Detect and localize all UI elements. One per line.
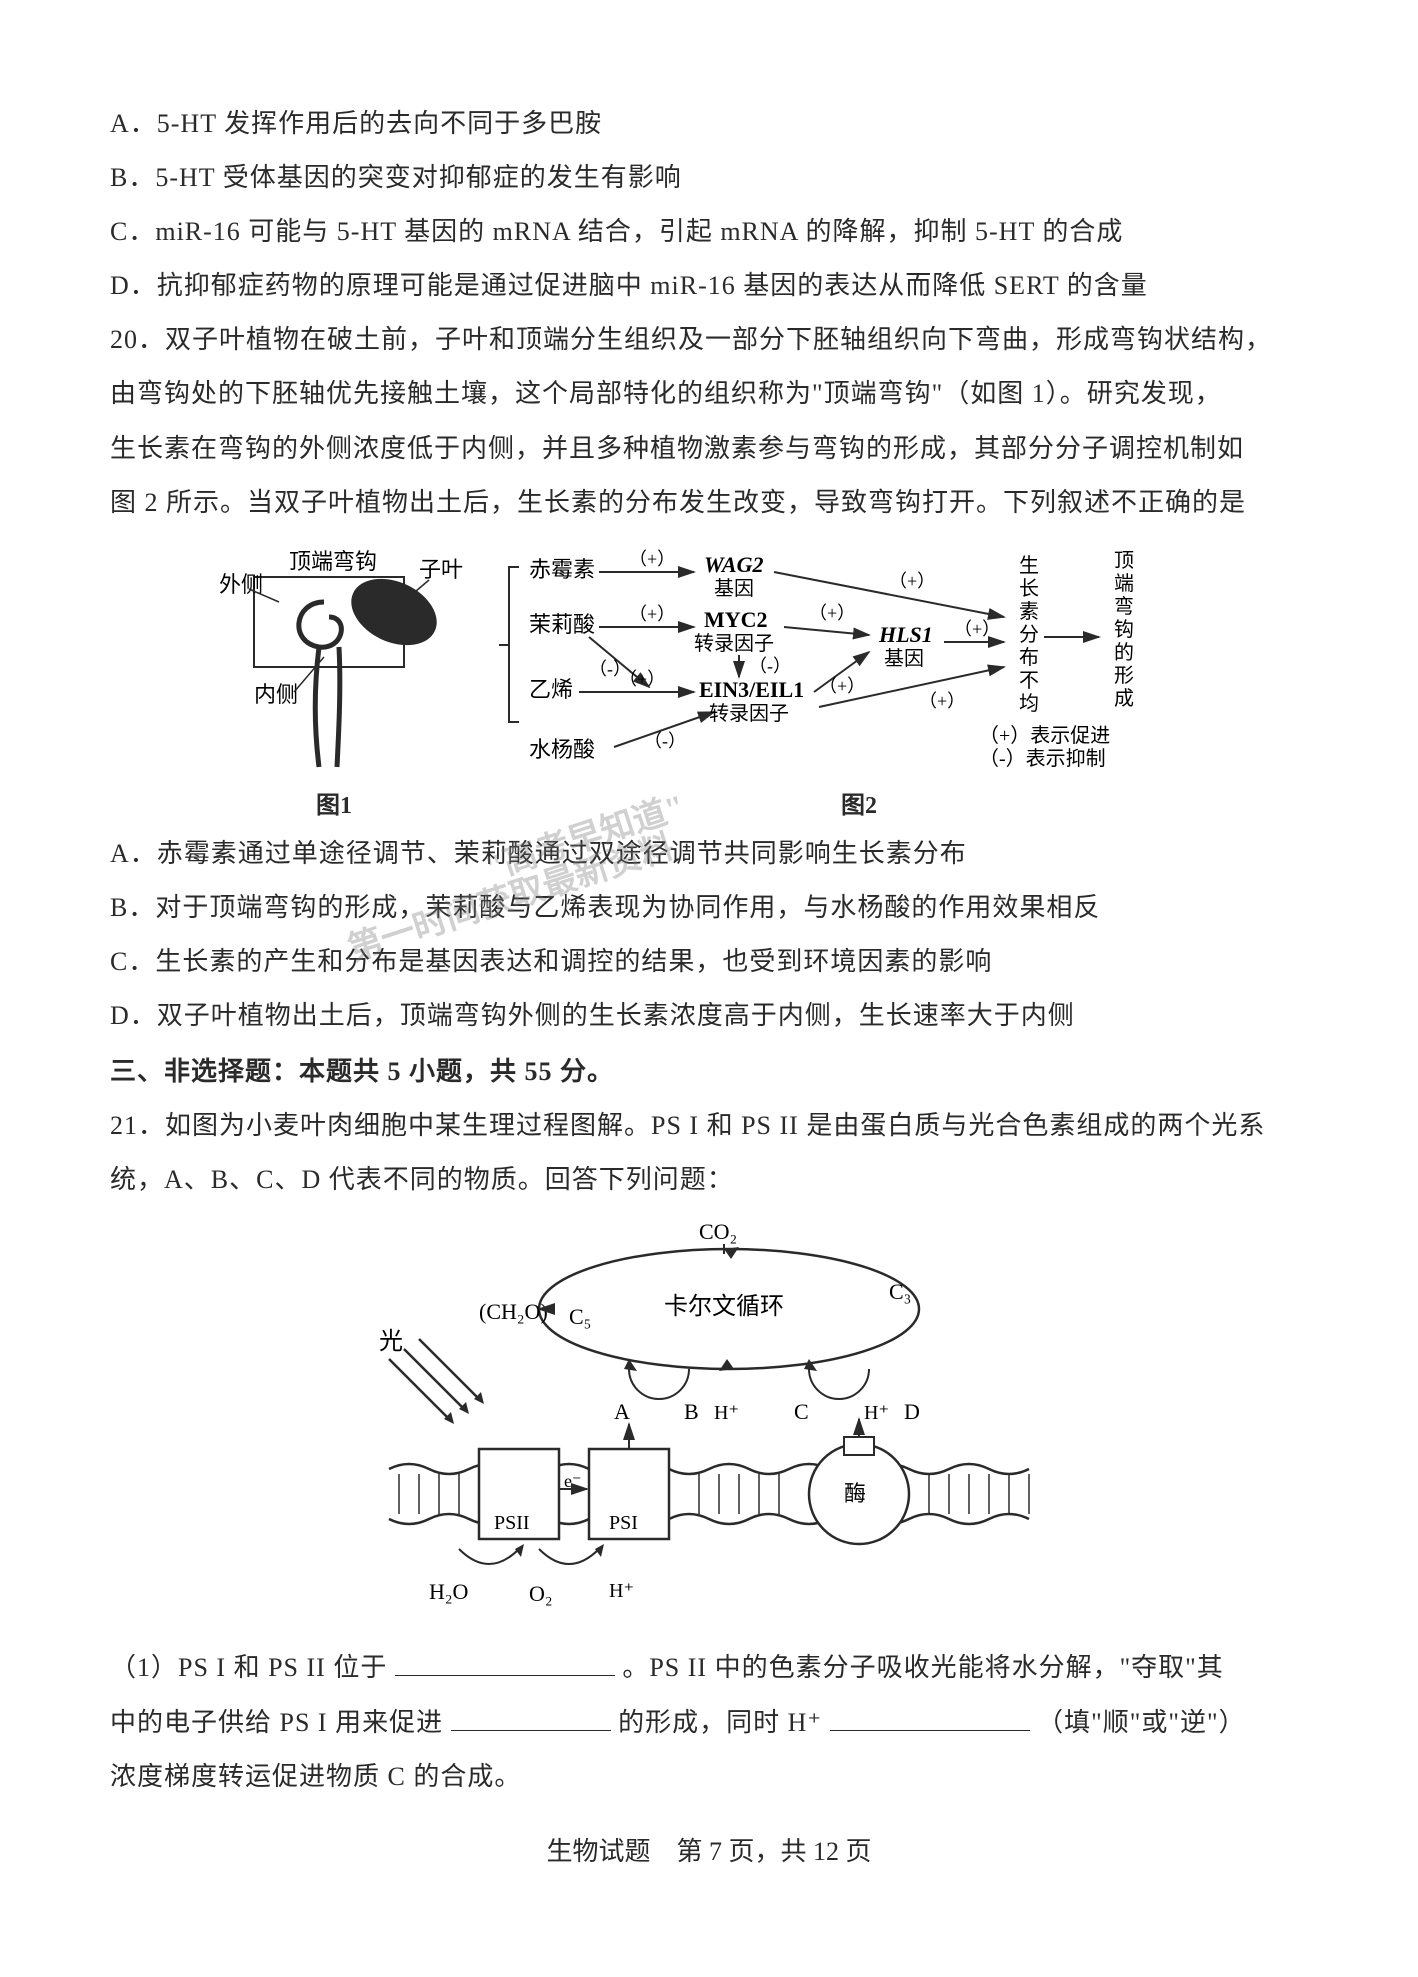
fig2-out6: 均 <box>1019 692 1039 715</box>
q20-option-c: C．生长素的产生和分布是基因表达和调控的结果，也受到环境因素的影响 <box>110 938 1308 986</box>
q20-stem-line2: 由弯钩处的下胚轴优先接触土壤，这个局部特化的组织称为"顶端弯钩"（如图 1）。研… <box>110 370 1308 418</box>
figure2-svg: 赤霉素 茉莉酸 乙烯 水杨酸 （+） （+） （-） （+） （-） WAG2 … <box>499 547 1219 777</box>
q21-sub1-line3: 浓度梯度转运促进物质 C 的合成。 <box>110 1753 1308 1801</box>
figure1-caption: 图1 <box>316 785 352 820</box>
q21-D: D <box>904 1399 920 1424</box>
option-b: B．5-HT 受体基因的突变对抑郁症的发生有影响 <box>110 154 1308 202</box>
fig2-fin4: 的 <box>1114 641 1134 664</box>
q21-H2: H⁺ <box>864 1402 889 1424</box>
q21-ch2o: (CH₂O) <box>479 1299 548 1324</box>
blank-3[interactable] <box>830 1702 1030 1731</box>
q21-stem-line2: 统，A、B、C、D 代表不同的物质。回答下列问题： <box>110 1156 1308 1204</box>
fig2-out2: 素 <box>1019 600 1039 623</box>
fig2-fin3: 钩 <box>1114 618 1134 641</box>
q20-stem-line3: 生长素在弯钩的外侧浓度低于内侧，并且多种植物激素参与弯钩的形成，其部分分子调控机… <box>110 425 1308 473</box>
q20-stem-line4: 图 2 所示。当双子叶植物出土后，生长素的分布发生改变，导致弯钩打开。下列叙述不… <box>110 479 1308 527</box>
q21-sub1-p4: 的形成，同时 H⁺ <box>618 1708 822 1737</box>
fig2-hls1-sub: 基因 <box>884 647 924 670</box>
q21-c5: C₅ <box>569 1304 591 1329</box>
q21-ps2: PSII <box>494 1512 530 1534</box>
fig2-myc2-sub: 转录因子 <box>694 632 774 655</box>
fig2-plus1: （+） <box>629 549 675 569</box>
fig2-jasmonate: 茉莉酸 <box>529 612 595 637</box>
q20-option-d: D．双子叶植物出土后，顶端弯钩外侧的生长素浓度高于内侧，生长速率大于内侧 <box>110 992 1308 1040</box>
q21-sub1-p5: （填"顺"或"逆"） <box>1037 1708 1245 1737</box>
fig2-fin5: 形 <box>1114 664 1134 687</box>
fig2-myc2: MYC2 <box>704 607 768 632</box>
q21-light-label: 光 <box>379 1328 403 1355</box>
q20-figures: 外侧 顶端弯钩 子叶 内侧 图1 赤霉素 茉莉酸 乙烯 水杨酸 <box>110 547 1308 820</box>
fig2-minus-myc-ein: （-） <box>749 656 791 676</box>
fig2-ethylene: 乙烯 <box>529 677 573 702</box>
figure2-caption: 图2 <box>841 785 877 820</box>
q21-H1: H⁺ <box>714 1402 739 1424</box>
fig2-ein3-sub: 转录因子 <box>709 702 789 725</box>
option-a: A．5-HT 发挥作用后的去向不同于多巴胺 <box>110 100 1308 148</box>
fig2-legend-minus: （-）表示抑制 <box>979 747 1106 770</box>
fig2-fin2: 弯 <box>1114 595 1134 618</box>
fig1-inner-label: 内侧 <box>254 682 298 707</box>
fig2-out1: 长 <box>1019 577 1039 600</box>
page-footer: 生物试题 第 7 页，共 12 页 <box>110 1831 1308 1868</box>
q20-option-a: A．赤霉素通过单途径调节、茉莉酸通过双途径调节共同影响生长素分布 <box>110 830 1308 878</box>
fig2-wag2: WAG2 <box>704 552 764 577</box>
fig2-plus8: （+） <box>919 691 965 711</box>
fig2-fin0: 顶 <box>1114 550 1134 572</box>
q21-sub1-p6: 浓度梯度转运促进物质 C 的合成。 <box>110 1762 521 1791</box>
fig2-plus2: （+） <box>629 604 675 624</box>
q21-B: B <box>684 1399 699 1424</box>
fig2-plus7: （+） <box>954 619 1000 639</box>
figure1-block: 外侧 顶端弯钩 子叶 内侧 图1 <box>199 547 469 820</box>
fig2-hls1: HLS1 <box>878 622 933 647</box>
q21-sub1-p2: 。PS II 中的色素分子吸收光能将水分解，"夺取"其 <box>622 1653 1223 1682</box>
figure1-svg: 外侧 顶端弯钩 子叶 内侧 <box>199 547 469 777</box>
section3-title: 三、非选择题：本题共 5 小题，共 55 分。 <box>110 1048 1308 1096</box>
q21-sub1-p1: （1）PS I 和 PS II 位于 <box>110 1653 387 1682</box>
fig2-wag2-sub: 基因 <box>714 577 754 600</box>
blank-2[interactable] <box>451 1702 611 1731</box>
fig2-out5: 不 <box>1019 670 1039 692</box>
q21-h3: H⁺ <box>609 1580 634 1602</box>
q21-A: A <box>614 1399 630 1424</box>
q21-ps1: PSI <box>609 1512 638 1534</box>
fig2-plus5: （+） <box>819 676 865 696</box>
figure2-block: 赤霉素 茉莉酸 乙烯 水杨酸 （+） （+） （-） （+） （-） WAG2 … <box>499 547 1219 820</box>
q21-C: C <box>794 1399 809 1424</box>
q21-enzyme: 酶 <box>844 1481 866 1506</box>
fig2-ein3: EIN3/EIL1 <box>699 677 804 702</box>
q21-o2: O₂ <box>529 1581 553 1606</box>
fig2-fin6: 成 <box>1114 687 1134 710</box>
fig2-fin1: 端 <box>1114 572 1134 595</box>
q21-calvin: 卡尔文循环 <box>664 1293 784 1320</box>
q21-stem-line1: 21．如图为小麦叶肉细胞中某生理过程图解。PS I 和 PS II 是由蛋白质与… <box>110 1102 1308 1150</box>
fig1-top-hook-label: 顶端弯钩 <box>289 549 377 574</box>
q21-sub1-p3: 中的电子供给 PS I 用来促进 <box>110 1708 443 1737</box>
fig2-plus3: （+） <box>619 669 665 689</box>
option-c: C．miR-16 可能与 5-HT 基因的 mRNA 结合，引起 mRNA 的降… <box>110 208 1308 256</box>
fig1-cotyledon-label: 子叶 <box>419 557 463 582</box>
q21-figure: 光 CO₂ (CH₂O) C₅ C₃ 卡尔文循环 A B H⁺ C H⁺ D <box>110 1219 1308 1619</box>
option-d: D．抗抑郁症药物的原理可能是通过促进脑中 miR-16 基因的表达从而降低 SE… <box>110 262 1308 310</box>
q20-stem-line1: 20．双子叶植物在破土前，子叶和顶端分生组织及一部分下胚轴组织向下弯曲，形成弯钩… <box>110 316 1308 364</box>
fig2-out0: 生 <box>1019 554 1039 577</box>
fig2-minus1: （-） <box>644 731 686 751</box>
fig2-salicylic: 水杨酸 <box>529 737 595 762</box>
q21-h2o: H₂O <box>429 1579 468 1604</box>
q20-option-b: B．对于顶端弯钩的形成，茉莉酸与乙烯表现为协同作用，与水杨酸的作用效果相反 <box>110 884 1308 932</box>
q21-svg: 光 CO₂ (CH₂O) C₅ C₃ 卡尔文循环 A B H⁺ C H⁺ D <box>329 1219 1089 1619</box>
q21-co2: CO₂ <box>699 1219 737 1244</box>
q21-sub1-line2: 中的电子供给 PS I 用来促进 的形成，同时 H⁺ （填"顺"或"逆"） <box>110 1699 1308 1747</box>
blank-1[interactable] <box>395 1648 615 1677</box>
fig2-legend-plus: （+）表示促进 <box>979 724 1110 747</box>
fig1-outer-label: 外侧 <box>219 572 263 597</box>
fig2-plus4: （+） <box>809 603 855 623</box>
fig2-out4: 布 <box>1019 646 1039 669</box>
fig2-out3: 分 <box>1019 623 1039 646</box>
fig2-gibberellin: 赤霉素 <box>529 557 595 582</box>
q21-sub1-line1: （1）PS I 和 PS II 位于 。PS II 中的色素分子吸收光能将水分解… <box>110 1644 1308 1692</box>
fig2-plus6: （+） <box>889 571 935 591</box>
q21-c3: C₃ <box>889 1279 911 1304</box>
